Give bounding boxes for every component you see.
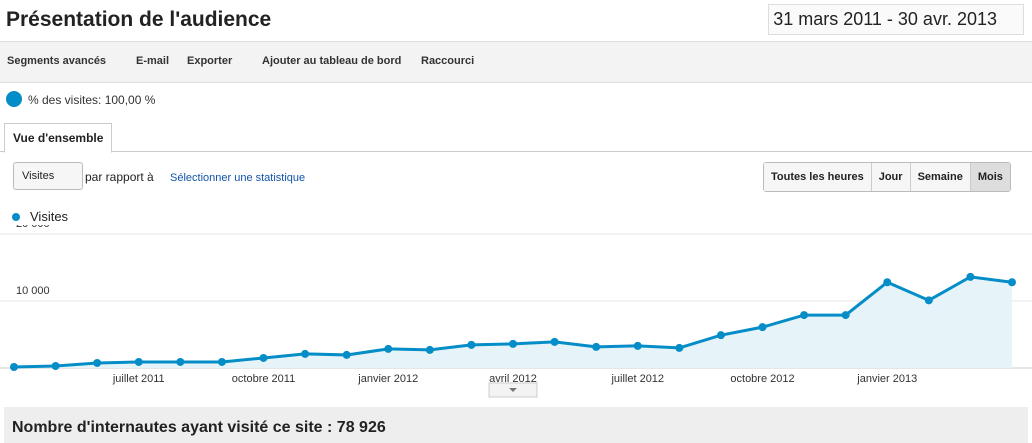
x-tick-label: avril 2012 [489,373,537,385]
y-tick-label: 10 000 [16,285,50,297]
point [509,339,517,348]
point [10,362,18,371]
point [134,357,143,366]
x-tick-label: janvier 2012 [357,373,418,385]
point [259,353,268,362]
granularity-button[interactable]: Semaine [909,163,970,191]
footer-summary: Nombre d'internautes ayant visité ce sit… [12,419,386,436]
point [176,357,185,366]
compare-label: par rapport à [85,170,154,184]
legend-label: Visites [30,209,69,224]
point [966,272,975,281]
date-range[interactable]: 31 mars 2011 - 30 avr. 2013 [768,4,1024,35]
metric-dropdown[interactable]: Visites [13,162,84,190]
x-tick-label: octobre 2012 [730,373,794,385]
point [301,349,310,358]
scroll-arrow [509,388,517,392]
toolbar-item[interactable]: Exporter [187,55,233,67]
granularity-button[interactable]: Toutes les heures [764,163,871,191]
tab[interactable]: Vue d'ensemble [4,123,113,153]
point [883,278,892,287]
point [51,361,60,370]
toolbar: Segments avancés E-mail Exporter Ajouter… [0,41,1032,83]
point [1008,278,1016,287]
toolbar-item[interactable]: Segments avancés [7,55,107,67]
point [924,296,933,305]
x-tick-label: juillet 2011 [112,373,165,385]
x-tick-label: octobre 2011 [232,373,295,385]
toolbar-item[interactable]: E-mail [136,55,170,67]
segment-label: % des visites: 100,00 % [28,93,156,107]
granularity-button[interactable]: Jour [870,163,910,191]
y-tick-label: 20 000 [16,225,50,230]
select-metric-link[interactable]: Sélectionner une statistique [170,172,306,184]
toolbar-item[interactable]: Ajouter au tableau de bord [262,55,402,67]
point [384,344,393,353]
point [800,311,809,320]
point [217,357,226,366]
segment-icon [6,91,22,107]
point [550,337,559,346]
tab-line [0,151,1032,152]
point [342,350,351,359]
point [467,340,476,349]
point [675,343,684,352]
chart: 10 000 20 000 juillet 2011 octobre 2011 janv… [0,225,1032,398]
legend-swatch [12,213,20,221]
x-tick-label: juillet 2012 [610,373,664,385]
point [633,341,642,350]
granularity-button[interactable]: Mois [969,163,1010,191]
point [841,311,850,320]
point [758,323,767,332]
area [14,276,1012,368]
toolbar-item[interactable]: Raccourci [421,55,475,67]
point [592,342,601,351]
point [716,331,725,340]
page-title: Présentation de l'audience [6,8,272,31]
point [93,358,102,367]
granularity-buttons: Toutes les heures Jour Semaine Mois [763,162,1011,192]
footer: Nombre d'internautes ayant visité ce sit… [4,407,1028,443]
x-tick-label: janvier 2013 [856,373,917,385]
legend: Visites [12,209,68,224]
point [425,345,434,354]
